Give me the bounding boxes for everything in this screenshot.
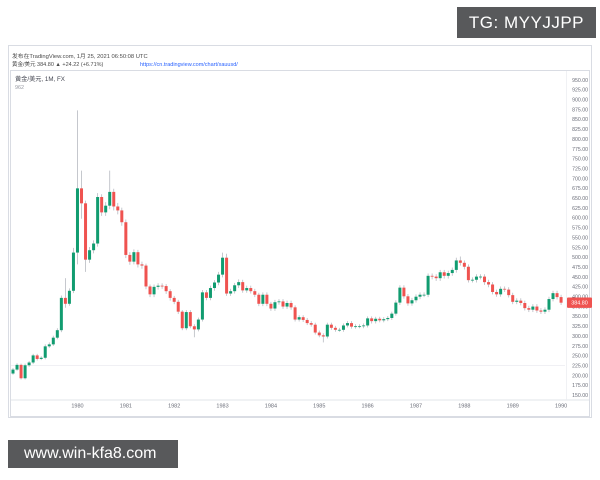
svg-text:225.00: 225.00 [572,363,588,369]
svg-text:1989: 1989 [507,404,519,410]
svg-text:625.00: 625.00 [572,206,588,212]
svg-text:175.00: 175.00 [572,383,588,389]
svg-text:275.00: 275.00 [572,344,588,350]
svg-text:925.00: 925.00 [572,88,588,94]
svg-text:150.00: 150.00 [572,393,588,399]
svg-text:1982: 1982 [168,404,180,410]
svg-text:1983: 1983 [216,404,228,410]
svg-text:700.00: 700.00 [572,176,588,182]
published-line: 发布在TradingView.com, 1月 25, 2021 06:50:08… [12,52,148,60]
plot-border [10,70,590,417]
svg-text:350.00: 350.00 [572,314,588,320]
last-price-label: 384.80 [571,301,588,307]
svg-text:950.00: 950.00 [572,78,588,84]
svg-text:900.00: 900.00 [572,98,588,104]
symbol-change-line: 黄金/美元 384.80 ▲ +24.22 (+6.71%) [12,60,104,68]
candlestick-chart: 发布在TradingView.com, 1月 25, 2021 06:50:08… [8,45,592,418]
y-axis-labels: 950.00 925.00 900.00 875.00 850.00 825.00 800.… [572,78,588,399]
svg-text:600.00: 600.00 [572,216,588,222]
svg-text:325.00: 325.00 [572,324,588,330]
legend-symbol: 黄金/美元, 1M, FX [15,75,65,83]
svg-text:1990: 1990 [555,404,567,410]
svg-text:250.00: 250.00 [572,354,588,360]
legend-sub: 962 [15,85,24,91]
svg-text:575.00: 575.00 [572,226,588,232]
candles-layer [11,110,563,380]
svg-text:300.00: 300.00 [572,334,588,340]
svg-text:425.00: 425.00 [572,285,588,291]
svg-text:1986: 1986 [362,404,374,410]
svg-text:850.00: 850.00 [572,117,588,123]
svg-text:450.00: 450.00 [572,275,588,281]
svg-text:1980: 1980 [71,404,83,410]
svg-text:525.00: 525.00 [572,245,588,251]
svg-text:675.00: 675.00 [572,186,588,192]
svg-text:500.00: 500.00 [572,255,588,261]
watermark-url: www.win-kfa8.com [8,440,178,468]
svg-text:650.00: 650.00 [572,196,588,202]
svg-text:875.00: 875.00 [572,107,588,113]
svg-text:1985: 1985 [313,404,325,410]
svg-text:775.00: 775.00 [572,147,588,153]
telegram-badge: TG: MYYJJPP [456,7,596,38]
x-axis-labels: 1980 1981 1982 1983 1984 1985 1986 1987 1988 1989… [71,404,567,410]
svg-text:725.00: 725.00 [572,166,588,172]
svg-text:475.00: 475.00 [572,265,588,271]
chart-link: https://cn.tradingview.com/chart/xauusd/ [140,62,238,68]
svg-text:1987: 1987 [410,404,422,410]
last-price-tag: 384.80 [567,297,592,308]
svg-text:1981: 1981 [120,404,132,410]
svg-text:800.00: 800.00 [572,137,588,143]
svg-text:750.00: 750.00 [572,157,588,163]
svg-text:1988: 1988 [458,404,470,410]
svg-text:1984: 1984 [265,404,277,410]
svg-text:825.00: 825.00 [572,127,588,133]
svg-text:550.00: 550.00 [572,235,588,241]
svg-text:200.00: 200.00 [572,373,588,379]
